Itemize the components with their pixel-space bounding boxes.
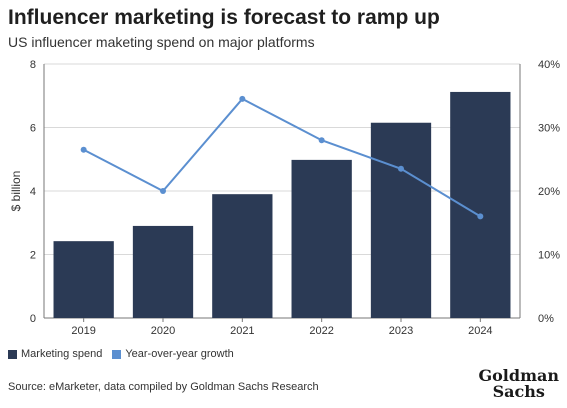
growth-point-2019	[80, 146, 87, 153]
growth-point-2020	[160, 188, 166, 194]
legend-item-spend: Marketing spend	[8, 348, 102, 360]
bar-2019	[53, 241, 114, 318]
x-tick-label: 2019	[71, 325, 95, 337]
source-note: Source: eMarketer, data compiled by Gold…	[8, 381, 319, 393]
y2-tick-label: 10%	[538, 250, 560, 262]
bar-2020	[132, 225, 194, 318]
y2-tick-label: 0%	[538, 313, 554, 325]
growth-point-2024	[477, 213, 484, 220]
growth-line	[83, 97, 481, 218]
growth-point-2023	[398, 165, 404, 172]
y-axis-title: $ billion	[9, 171, 23, 212]
legend-item-growth: Year-over-year growth	[112, 348, 234, 360]
legend-swatch-bar	[8, 349, 17, 359]
x-tick-label: 2023	[389, 325, 413, 337]
legend-swatch-line	[112, 349, 122, 359]
y-tick-label: 4	[30, 186, 36, 198]
x-tick-label: 2024	[468, 325, 492, 337]
bar-2022	[291, 159, 352, 318]
logo-line-1: Goldman	[478, 366, 559, 385]
bar-2023	[370, 122, 432, 318]
y-tick-label: 2	[30, 250, 36, 262]
x-tick-label: 2022	[309, 325, 333, 337]
x-tick-label: 2021	[230, 325, 254, 337]
y2-tick-label: 20%	[538, 186, 560, 198]
y-tick-label: 6	[30, 123, 36, 135]
y2-tick-label: 30%	[538, 123, 560, 135]
logo-line-2: Sachs	[492, 382, 545, 401]
legend-label-spend: Marketing spend	[21, 348, 103, 360]
y-tick-label: 0	[30, 313, 36, 325]
x-tick-label: 2020	[151, 325, 175, 337]
bar-2021	[212, 194, 273, 318]
growth-point-2022	[318, 137, 325, 144]
goldman-sachs-logo: Goldman Sachs	[478, 368, 559, 400]
chart-title: Influencer marketing is forecast to ramp…	[8, 6, 440, 29]
y2-tick-label: 40%	[538, 59, 560, 71]
bar-2024	[450, 91, 511, 318]
legend-label-growth: Year-over-year growth	[125, 348, 234, 360]
chart-legend: Marketing spend Year-over-year growth	[8, 348, 244, 360]
y-tick-label: 8	[30, 59, 36, 71]
chart-subtitle: US influencer maketing spend on major pl…	[8, 34, 315, 50]
growth-point-2021	[239, 95, 246, 102]
